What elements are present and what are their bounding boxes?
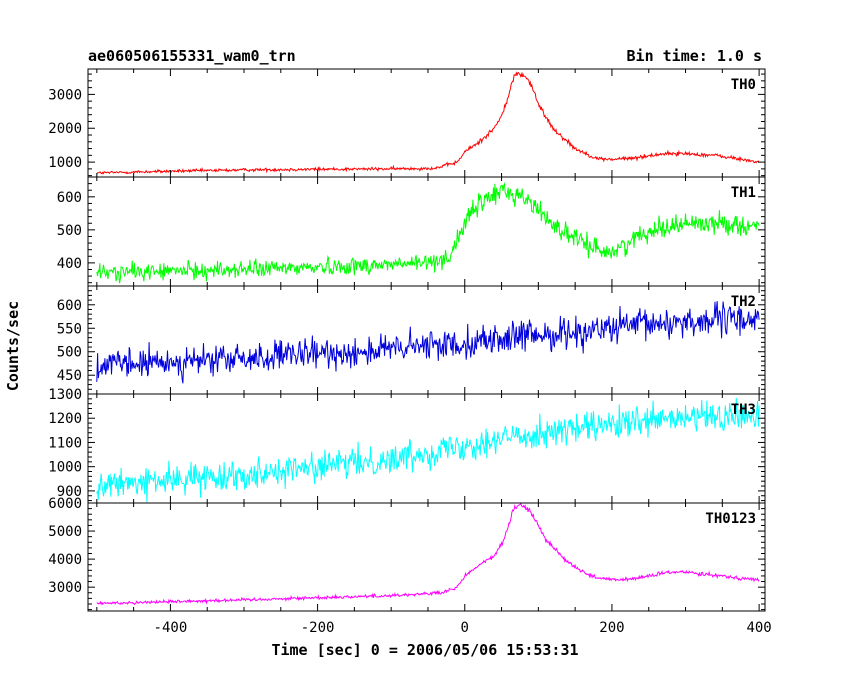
y-tick-label: 5000 <box>48 524 82 540</box>
y-tick-label: 1300 <box>48 387 82 403</box>
panel-frame <box>87 285 766 395</box>
x-tick-label: 400 <box>746 620 771 636</box>
panel-th1: 400 500 600 TH1 <box>57 176 766 287</box>
y-tick-label: 550 <box>57 321 82 337</box>
y-tick-label: 6000 <box>48 496 82 512</box>
series-line-th1 <box>96 182 760 284</box>
bin-time-label: Bin time: 1.0 s <box>627 47 762 65</box>
series-line-th0123 <box>96 502 760 606</box>
panel-label-th0123: TH0123 <box>705 511 756 527</box>
series-line-th3 <box>96 397 760 503</box>
y-axis-label: Counts/sec <box>4 301 22 391</box>
x-axis: -400 -200 0 200 400 <box>154 620 772 636</box>
panel-th3: 900 1000 1100 1200 1300 TH3 <box>48 387 766 504</box>
panel-frame <box>87 68 766 178</box>
y-tick-label: 4000 <box>48 552 82 568</box>
panels-group: 1000 2000 3000 TH0 400 500 600 TH1 450 500 550 600 T… <box>48 68 766 612</box>
y-tick-label: 1100 <box>48 435 82 451</box>
panel-th0123: 3000 4000 5000 6000 TH0123 <box>48 496 766 612</box>
y-tick-label: 3000 <box>48 87 82 103</box>
y-tick-label: 450 <box>57 368 82 384</box>
y-tick-label: 1000 <box>48 155 82 171</box>
y-tick-label: 2000 <box>48 121 82 137</box>
y-tick-label: 1200 <box>48 411 82 427</box>
y-tick-label: 1000 <box>48 460 82 476</box>
panel-th0: 1000 2000 3000 TH0 <box>48 68 766 178</box>
x-tick-label: 200 <box>599 620 624 636</box>
y-tick-label: 500 <box>57 345 82 361</box>
panel-label-th0: TH0 <box>731 77 756 93</box>
y-tick-label: 600 <box>57 190 82 206</box>
x-tick-label: -400 <box>154 620 188 636</box>
y-tick-label: 900 <box>57 484 82 500</box>
panel-label-th3: TH3 <box>731 402 756 418</box>
x-tick-label: -200 <box>301 620 335 636</box>
series-line-th2 <box>96 301 760 384</box>
x-tick-label: 0 <box>461 620 469 636</box>
x-axis-label: Time [sec] 0 = 2006/05/06 15:53:31 <box>271 641 578 659</box>
series-line-th0 <box>96 71 760 175</box>
y-tick-label: 600 <box>57 298 82 314</box>
panel-frame <box>87 393 766 504</box>
panel-label-th2: TH2 <box>731 294 756 310</box>
chart-title: ae060506155331_wam0_trn <box>88 47 296 65</box>
y-tick-label: 500 <box>57 223 82 239</box>
panel-th2: 450 500 550 600 TH2 <box>57 285 766 395</box>
panel-frame <box>87 502 766 612</box>
y-tick-label: 400 <box>57 256 82 272</box>
panel-label-th1: TH1 <box>731 185 756 201</box>
y-tick-label: 3000 <box>48 580 82 596</box>
